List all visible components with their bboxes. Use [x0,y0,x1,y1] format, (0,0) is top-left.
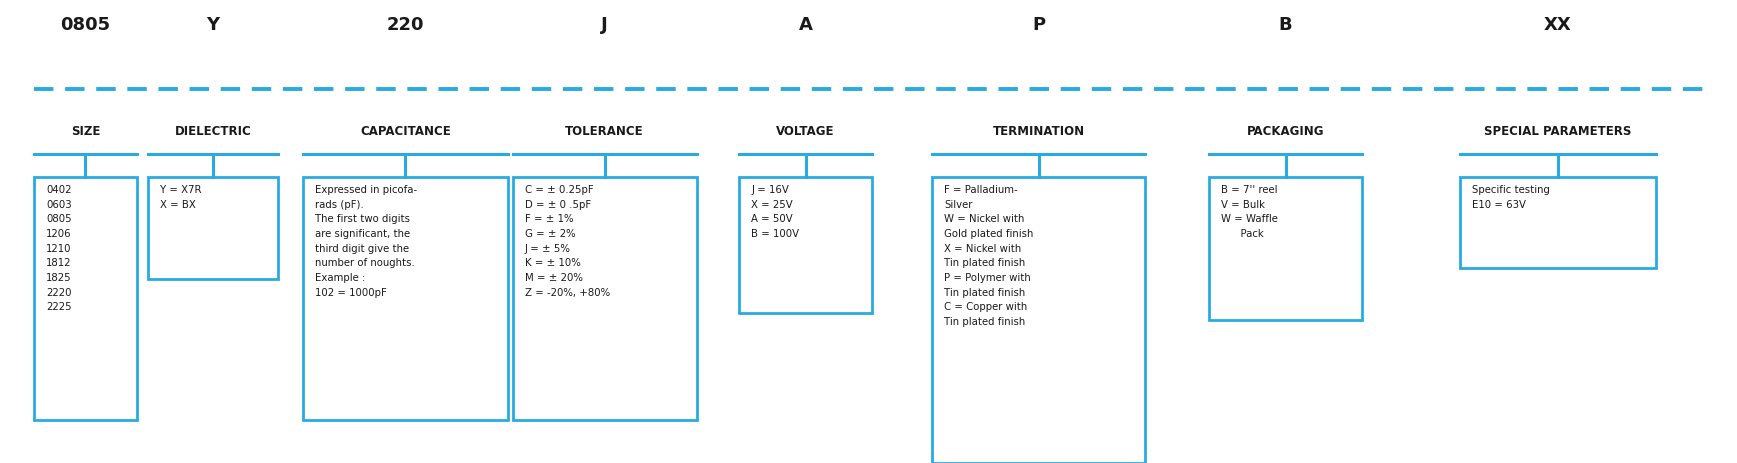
Text: J: J [601,16,608,34]
FancyBboxPatch shape [933,177,1145,463]
Text: Specific testing
E10 = 63V: Specific testing E10 = 63V [1471,185,1549,210]
Text: TERMINATION: TERMINATION [992,125,1086,138]
Text: B = 7'' reel
V = Bulk
W = Waffle
      Pack: B = 7'' reel V = Bulk W = Waffle Pack [1221,185,1278,239]
Text: Y: Y [207,16,219,34]
Text: DIELECTRIC: DIELECTRIC [175,125,252,138]
Text: CAPACITANCE: CAPACITANCE [360,125,452,138]
FancyBboxPatch shape [148,177,278,279]
Text: SPECIAL PARAMETERS: SPECIAL PARAMETERS [1483,125,1631,138]
Text: 0402
0603
0805
1206
1210
1812
1825
2220
2225: 0402 0603 0805 1206 1210 1812 1825 2220 … [47,185,71,313]
FancyBboxPatch shape [512,177,697,420]
FancyBboxPatch shape [35,177,137,420]
Text: Y = X7R
X = BX: Y = X7R X = BX [160,185,201,210]
FancyBboxPatch shape [740,177,872,313]
Text: XX: XX [1544,16,1572,34]
FancyBboxPatch shape [1461,177,1655,268]
Text: VOLTAGE: VOLTAGE [776,125,835,138]
Text: C = ± 0.25pF
D = ± 0 .5pF
F = ± 1%
G = ± 2%
J = ± 5%
K = ± 10%
M = ± 20%
Z = -20: C = ± 0.25pF D = ± 0 .5pF F = ± 1% G = ±… [525,185,610,298]
Text: 0805: 0805 [61,16,111,34]
Text: TOLERANCE: TOLERANCE [565,125,644,138]
Text: F = Palladium-
Silver
W = Nickel with
Gold plated finish
X = Nickel with
Tin pla: F = Palladium- Silver W = Nickel with Go… [945,185,1034,327]
Text: B: B [1278,16,1292,34]
FancyBboxPatch shape [304,177,507,420]
Text: SIZE: SIZE [71,125,101,138]
Text: Expressed in picofa-
rads (pF).
The first two digits
are significant, the
third : Expressed in picofa- rads (pF). The firs… [316,185,417,298]
Text: A: A [799,16,813,34]
FancyBboxPatch shape [1209,177,1362,320]
Text: J = 16V
X = 25V
A = 50V
B = 100V: J = 16V X = 25V A = 50V B = 100V [750,185,799,239]
Text: 220: 220 [387,16,424,34]
Text: PACKAGING: PACKAGING [1247,125,1324,138]
Text: P: P [1032,16,1046,34]
